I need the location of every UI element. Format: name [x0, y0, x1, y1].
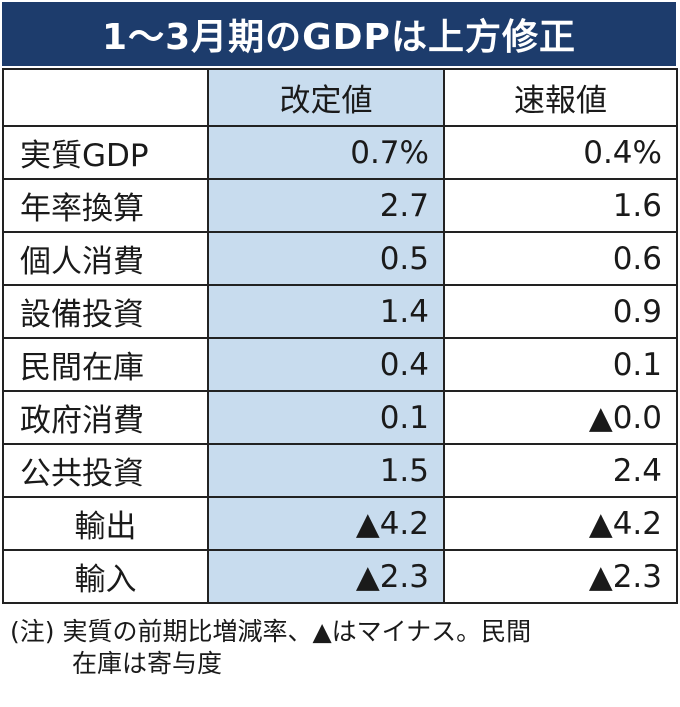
- header-preliminary: 速報値: [443, 68, 678, 127]
- table-row: 輸入 ▲2.3 ▲2.3: [2, 549, 678, 604]
- revised-value: 0.5: [207, 231, 445, 286]
- revised-value: 0.1: [207, 390, 445, 445]
- footnote: (注) 実質の前期比増減率、▲はマイナス。民間 在庫は寄与度: [10, 616, 670, 680]
- footnote-line-2: 在庫は寄与度: [72, 649, 223, 678]
- preliminary-value: 0.4%: [443, 125, 678, 180]
- table-row: 民間在庫 0.4 0.1: [2, 337, 678, 392]
- preliminary-value: ▲2.3: [443, 549, 678, 604]
- row-label: 輸入: [2, 549, 209, 604]
- row-label: 輸出: [2, 496, 209, 551]
- table-row: 実質GDP 0.7% 0.4%: [2, 125, 678, 180]
- row-label: 実質GDP: [2, 125, 209, 180]
- revised-value: 0.7%: [207, 125, 445, 180]
- header-blank-cell: [2, 68, 209, 127]
- preliminary-value: 2.4: [443, 443, 678, 498]
- row-label: 民間在庫: [2, 337, 209, 392]
- table-row: 政府消費 0.1 ▲0.0: [2, 390, 678, 445]
- table-row: 輸出 ▲4.2 ▲4.2: [2, 496, 678, 551]
- preliminary-value: ▲4.2: [443, 496, 678, 551]
- revised-value: 2.7: [207, 178, 445, 233]
- revised-value: 1.5: [207, 443, 445, 498]
- row-label: 政府消費: [2, 390, 209, 445]
- revised-value: ▲4.2: [207, 496, 445, 551]
- preliminary-value: 0.9: [443, 284, 678, 339]
- preliminary-value: ▲0.0: [443, 390, 678, 445]
- revised-value: 1.4: [207, 284, 445, 339]
- gdp-table: 改定値 速報値 実質GDP 0.7% 0.4% 年率換算 2.7 1.6 個人消…: [2, 68, 678, 604]
- table-row: 設備投資 1.4 0.9: [2, 284, 678, 339]
- footnote-line-1: (注) 実質の前期比増減率、▲はマイナス。民間: [10, 617, 532, 646]
- revised-value: 0.4: [207, 337, 445, 392]
- table-row: 公共投資 1.5 2.4: [2, 443, 678, 498]
- preliminary-value: 0.1: [443, 337, 678, 392]
- header-revised: 改定値: [207, 68, 445, 127]
- row-label: 個人消費: [2, 231, 209, 286]
- table-row: 個人消費 0.5 0.6: [2, 231, 678, 286]
- preliminary-value: 1.6: [443, 178, 678, 233]
- row-label: 公共投資: [2, 443, 209, 498]
- row-label: 設備投資: [2, 284, 209, 339]
- row-label: 年率換算: [2, 178, 209, 233]
- figure-title: 1〜3月期のGDPは上方修正: [2, 2, 676, 66]
- table-header-row: 改定値 速報値: [2, 68, 678, 127]
- table-row: 年率換算 2.7 1.6: [2, 178, 678, 233]
- preliminary-value: 0.6: [443, 231, 678, 286]
- revised-value: ▲2.3: [207, 549, 445, 604]
